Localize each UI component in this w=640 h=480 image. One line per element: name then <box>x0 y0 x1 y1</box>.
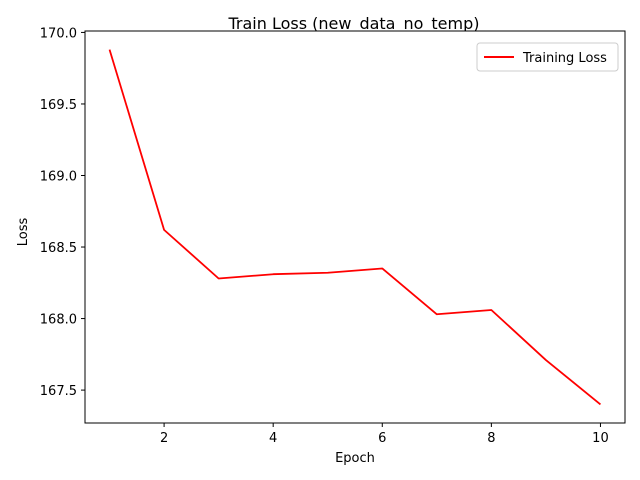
y-tick-label: 167.5 <box>40 384 77 399</box>
y-tick-label: 168.5 <box>40 241 77 256</box>
x-axis-label: Epoch <box>335 451 375 466</box>
plot-area: 2 4 6 8 10 167.5 168.0 168.5 169.0 169.5 170.0 <box>40 26 626 446</box>
axes-frame <box>84 30 626 424</box>
series-layer <box>108 49 602 406</box>
x-tick-label: 4 <box>269 431 277 446</box>
y-axis: 167.5 168.0 168.5 169.0 169.5 170.0 <box>40 26 85 399</box>
legend-box <box>476 42 619 72</box>
chart-title: Train Loss (new_data_no_temp) <box>227 14 479 34</box>
y-tick-label: 170.0 <box>40 26 77 41</box>
legend-label: Training Loss <box>522 51 607 66</box>
x-tick-label: 8 <box>487 431 495 446</box>
series-line-training-loss <box>108 49 602 406</box>
legend: Training Loss <box>476 42 619 72</box>
y-tick-label: 169.0 <box>40 169 77 184</box>
y-tick-label: 169.5 <box>40 98 77 113</box>
x-tick-label: 6 <box>378 431 386 446</box>
y-tick-label: 168.0 <box>40 313 77 328</box>
x-tick-label: 10 <box>592 431 609 446</box>
x-axis: 2 4 6 8 10 <box>160 423 609 446</box>
x-tick-label: 2 <box>160 431 168 446</box>
y-axis-label: Loss <box>16 218 31 247</box>
